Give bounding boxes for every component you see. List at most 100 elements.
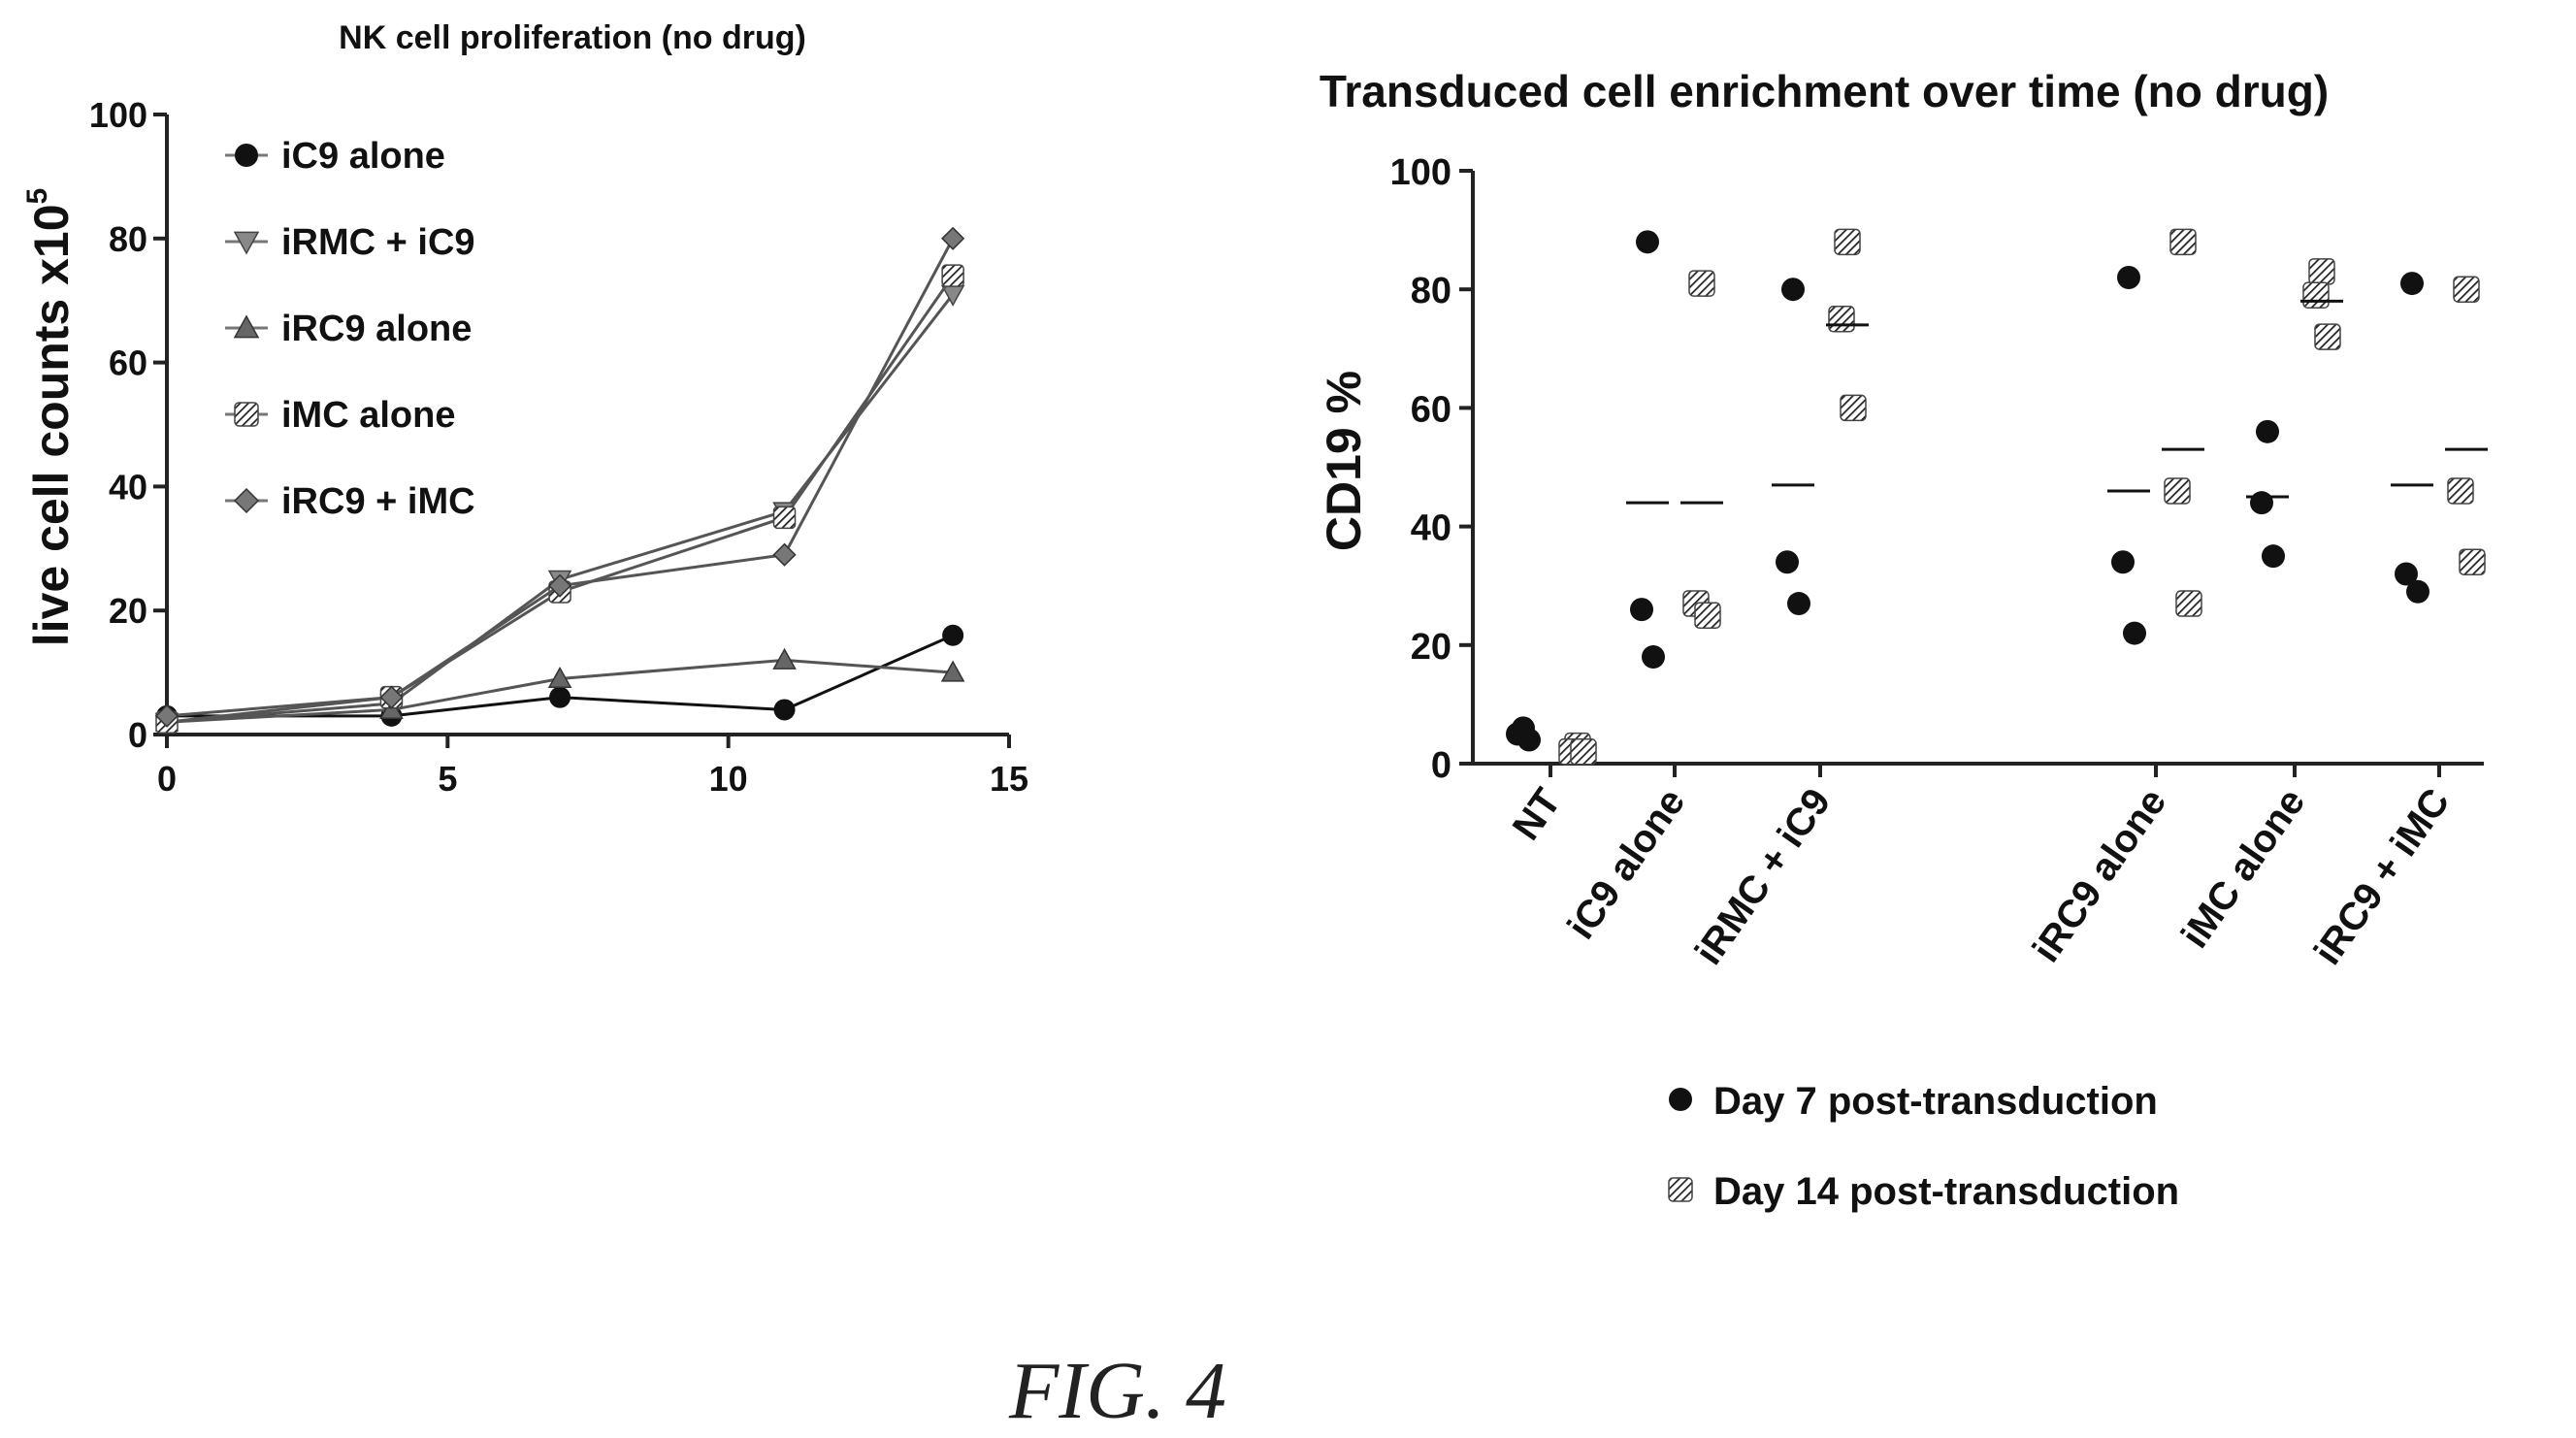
data-point bbox=[1630, 598, 1653, 622]
proliferation-chart: NK cell proliferation (no drug) live cel… bbox=[21, 19, 1028, 799]
legend-item: iRC9 alone bbox=[225, 309, 472, 349]
series-irc9-imc bbox=[154, 226, 965, 728]
data-point bbox=[2111, 550, 2135, 574]
data-point bbox=[941, 264, 964, 287]
legend-marker bbox=[233, 487, 260, 514]
data-point bbox=[2117, 265, 2140, 289]
y-tick-label: 100 bbox=[89, 95, 147, 135]
data-point bbox=[1642, 645, 1665, 670]
x-tick-label: 5 bbox=[438, 759, 457, 799]
data-point bbox=[1694, 602, 1721, 629]
data-point bbox=[773, 699, 796, 721]
y-tick-label: 40 bbox=[109, 467, 147, 507]
data-point bbox=[772, 506, 797, 530]
data-point bbox=[2164, 477, 2191, 505]
y-tick-label: 0 bbox=[128, 715, 147, 755]
data-point bbox=[2123, 621, 2146, 645]
x-tick-label: iMC alone bbox=[2173, 781, 2313, 956]
data-point bbox=[1776, 550, 1799, 574]
data-point bbox=[1840, 394, 1867, 422]
data-point bbox=[2447, 477, 2474, 505]
legend-label: iC9 alone bbox=[281, 136, 445, 177]
data-point bbox=[2250, 491, 2273, 515]
legend-marker bbox=[234, 402, 259, 427]
legend-label: Day 7 post-transduction bbox=[1713, 1080, 2158, 1123]
data-point bbox=[1834, 228, 1861, 256]
data-point bbox=[2302, 281, 2330, 310]
y-axis-label: CD19 % bbox=[1317, 371, 1371, 551]
series-day-7-post-transduction bbox=[1506, 230, 2433, 752]
tick-labels: 0 20 40 60 80 100 0 5 10 15 bbox=[89, 95, 1028, 799]
enrichment-chart: Transduced cell enrichment over time (no… bbox=[1317, 66, 2488, 1213]
data-point bbox=[548, 573, 572, 598]
data-point bbox=[547, 666, 572, 689]
series-day-14-post-transduction bbox=[1558, 228, 2488, 766]
legend-label: iRC9 alone bbox=[281, 309, 472, 349]
data-point bbox=[941, 226, 965, 250]
legend-label: iMC alone bbox=[281, 395, 455, 436]
legend-item: iRC9 + iMC bbox=[225, 481, 475, 522]
data-point bbox=[2314, 323, 2341, 350]
data-point bbox=[2395, 562, 2418, 586]
x-tick-label: NT bbox=[1505, 781, 1570, 848]
legend: Day 7 post-transduction Day 14 post-trans… bbox=[1668, 1080, 2179, 1213]
y-tick-label: 20 bbox=[109, 591, 147, 631]
chart-title: NK cell proliferation (no drug) bbox=[339, 19, 806, 56]
y-tick-label: 100 bbox=[1390, 152, 1451, 193]
data-point bbox=[2459, 548, 2486, 576]
data-point bbox=[2308, 258, 2335, 285]
x-tick-label: iC9 alone bbox=[1559, 781, 1693, 947]
legend-label: Day 14 post-transduction bbox=[1713, 1170, 2179, 1213]
y-tick-label: 60 bbox=[109, 343, 147, 383]
x-tick-label: iRMC + iC9 bbox=[1687, 781, 1840, 972]
legend-label: iRMC + iC9 bbox=[281, 222, 475, 263]
series-group bbox=[154, 226, 965, 735]
legend-item: iMC alone bbox=[225, 395, 455, 436]
data-point bbox=[1828, 306, 1855, 333]
series-imc-alone bbox=[155, 264, 964, 734]
legend-label: iRC9 + iMC bbox=[281, 481, 475, 522]
x-tick-label: 10 bbox=[709, 759, 748, 799]
legend-marker bbox=[1668, 1177, 1693, 1202]
x-tick-label: iRC9 alone bbox=[2025, 781, 2175, 970]
y-tick-label: 80 bbox=[109, 219, 147, 259]
y-tick-label: 60 bbox=[1411, 389, 1451, 430]
data-point bbox=[2175, 590, 2202, 617]
axes bbox=[153, 113, 1011, 748]
data-point bbox=[1636, 230, 1659, 254]
y-tick-label: 20 bbox=[1411, 627, 1451, 668]
data-points bbox=[1506, 228, 2488, 766]
x-tick-label: iRC9 + iMC bbox=[2306, 781, 2459, 972]
chart-title: Transduced cell enrichment over time (no… bbox=[1320, 66, 2329, 116]
data-point bbox=[379, 685, 404, 709]
data-point bbox=[940, 660, 965, 682]
x-tick-label: 15 bbox=[990, 759, 1028, 799]
data-point bbox=[2169, 228, 2197, 256]
axes bbox=[1459, 169, 2484, 777]
legend-item: iC9 alone bbox=[225, 136, 445, 177]
data-point bbox=[942, 624, 964, 646]
data-point bbox=[1781, 278, 1805, 302]
legend-item: Day 7 post-transduction bbox=[1669, 1080, 2158, 1123]
legend-marker bbox=[233, 314, 260, 339]
figure-label: FIG. 4 bbox=[1009, 1346, 1226, 1436]
x-tick-label: 0 bbox=[157, 759, 177, 799]
y-tick-label: 0 bbox=[1431, 745, 1451, 786]
data-point bbox=[2256, 419, 2279, 443]
legend-marker bbox=[235, 144, 258, 167]
legend-marker bbox=[233, 231, 260, 255]
data-point bbox=[772, 542, 797, 567]
data-point bbox=[154, 703, 179, 728]
data-point bbox=[1570, 738, 1597, 766]
data-point bbox=[2262, 544, 2285, 569]
y-tick-label: 40 bbox=[1411, 508, 1451, 549]
data-point bbox=[2400, 272, 2424, 296]
legend-item: Day 14 post-transduction bbox=[1668, 1170, 2179, 1213]
legend-item: iRMC + iC9 bbox=[225, 222, 475, 263]
legend: iC9 alone iRMC + iC9 iRC9 alone iMC alone iR… bbox=[225, 136, 475, 522]
data-point bbox=[1787, 592, 1810, 616]
data-point bbox=[2453, 276, 2480, 303]
data-point bbox=[549, 686, 571, 708]
